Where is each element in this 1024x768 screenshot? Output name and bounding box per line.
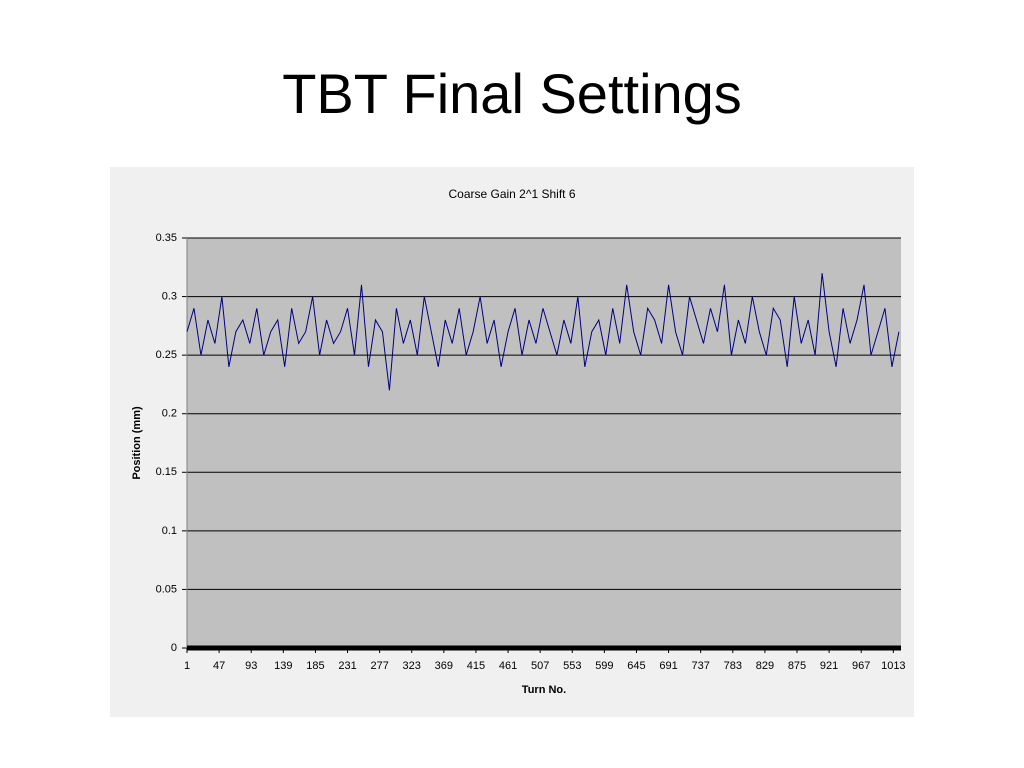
x-tick-label: 783 — [724, 660, 742, 672]
x-tick-label: 967 — [852, 660, 870, 672]
y-tick-label: 0.25 — [156, 349, 177, 361]
x-tick-label: 599 — [595, 660, 613, 672]
x-tick-label: 1013 — [881, 660, 905, 672]
x-tick-label: 921 — [820, 660, 838, 672]
x-tick-label: 507 — [531, 660, 549, 672]
x-tick-label: 93 — [245, 660, 257, 672]
x-tick-label: 185 — [306, 660, 324, 672]
x-tick-label: 415 — [467, 660, 485, 672]
y-tick-label: 0.2 — [162, 408, 177, 420]
x-tick-label: 645 — [627, 660, 645, 672]
x-tick-label: 829 — [756, 660, 774, 672]
y-tick-label: 0.35 — [156, 232, 177, 244]
data-line — [186, 273, 900, 391]
x-tick-label: 875 — [788, 660, 806, 672]
x-axis-label: Turn No. — [522, 684, 566, 696]
x-tick-label: 691 — [659, 660, 677, 672]
y-tick-label: 0.05 — [156, 583, 177, 595]
x-tick-label: 369 — [435, 660, 453, 672]
y-tick-label: 0.15 — [156, 466, 177, 478]
x-tick-label: 1 — [184, 660, 190, 672]
y-tick-label: 0.3 — [162, 290, 177, 302]
x-tick-label: 231 — [338, 660, 356, 672]
x-tick-label: 277 — [370, 660, 388, 672]
x-tick-label: 553 — [563, 660, 581, 672]
y-tick-label: 0 — [171, 642, 177, 654]
y-axis-label: Position (mm) — [131, 406, 143, 480]
chart-title: Coarse Gain 2^1 Shift 6 — [448, 187, 575, 201]
x-tick-label: 323 — [403, 660, 421, 672]
x-tick-label: 47 — [213, 660, 225, 672]
y-tick-label: 0.1 — [162, 525, 177, 537]
x-tick-label: 461 — [499, 660, 517, 672]
plot-area — [187, 238, 901, 648]
x-tick-label: 737 — [692, 660, 710, 672]
slide-title: TBT Final Settings — [282, 62, 742, 125]
x-tick-label: 139 — [274, 660, 292, 672]
